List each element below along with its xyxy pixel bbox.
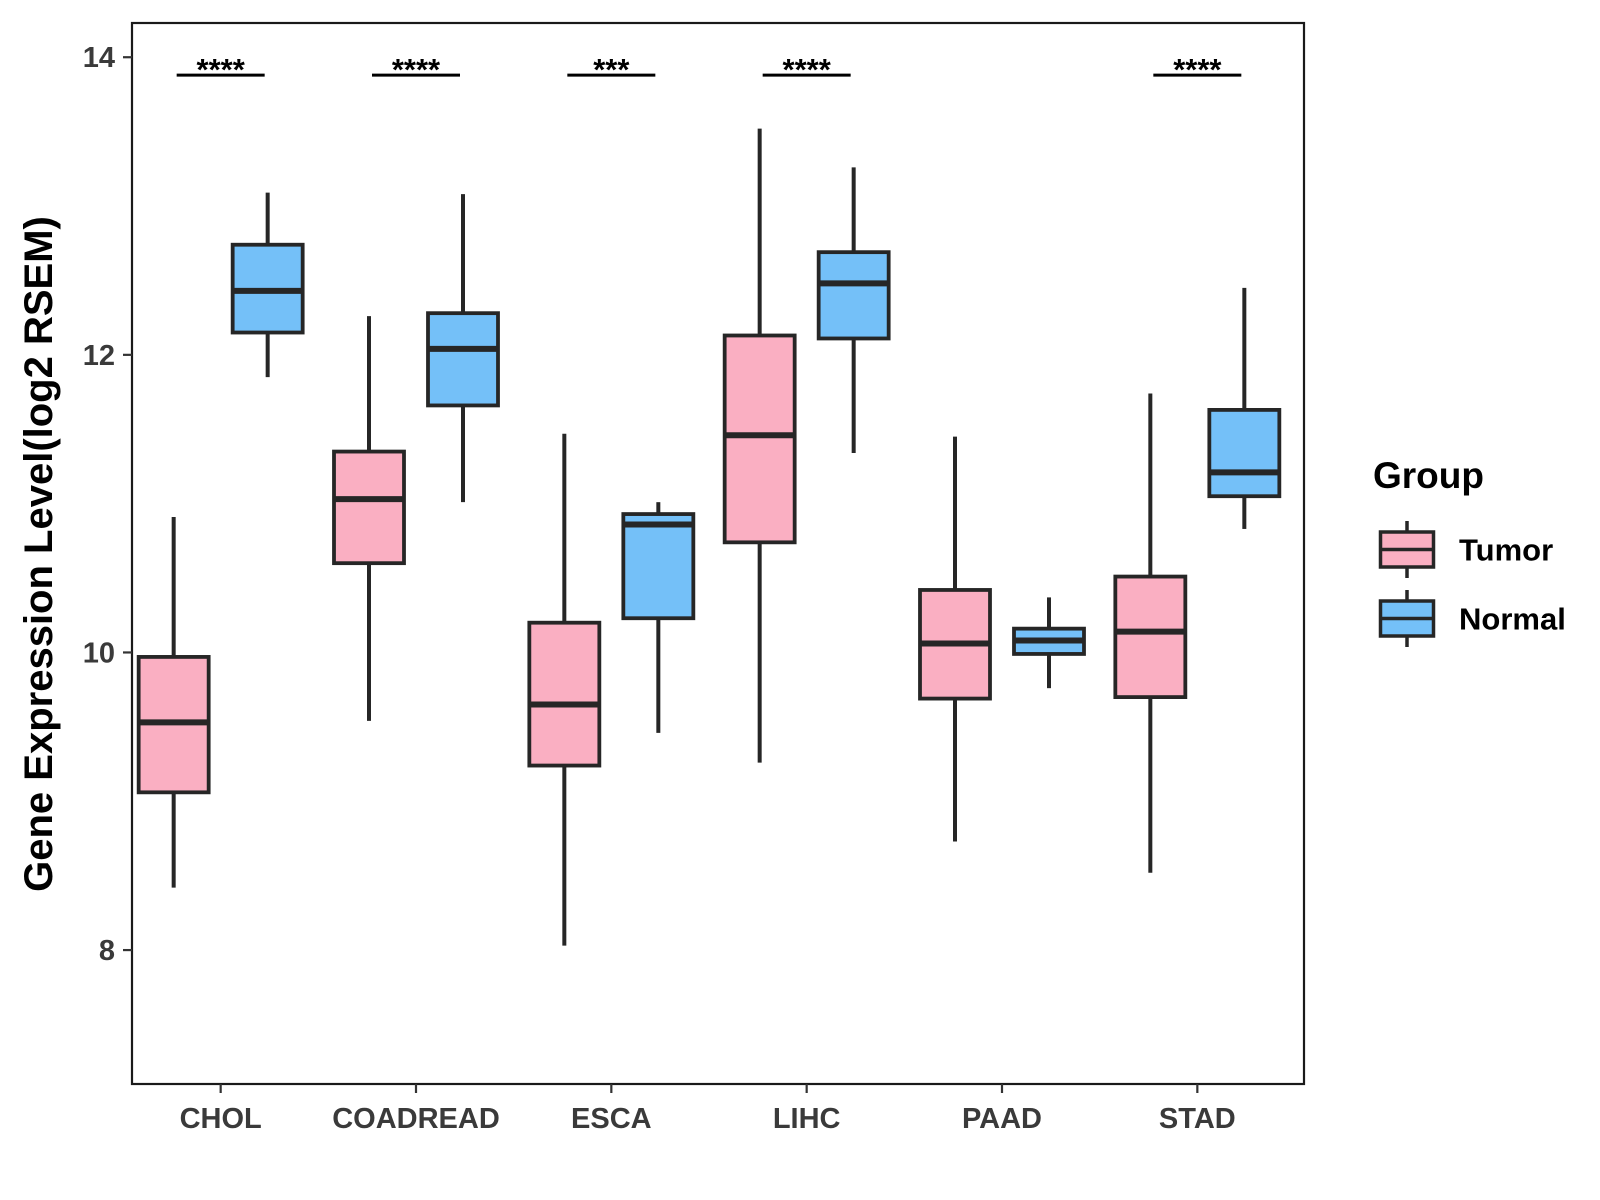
box-esca-normal	[621, 502, 696, 733]
legend-key-tumor	[1378, 521, 1436, 578]
box-chol-normal	[230, 192, 305, 378]
legend-label-normal: Normal	[1459, 602, 1566, 637]
box-lihc-normal	[816, 167, 891, 454]
box-iqr	[527, 620, 602, 768]
y-tick-label-10: 10	[83, 637, 115, 669]
x-tick-label-chol: CHOL	[180, 1103, 262, 1135]
y-tick-label-14: 14	[83, 42, 115, 74]
box-iqr	[1207, 408, 1282, 499]
sig-label-chol: ****	[197, 52, 246, 87]
sig-label-lihc: ****	[783, 52, 832, 87]
box-stad-tumor	[1113, 393, 1188, 873]
box-chol-tumor	[136, 517, 211, 888]
plot-marks: **** **** *** **** ****	[136, 52, 1282, 946]
legend: Group Tumor Normal	[1373, 455, 1566, 647]
x-tick-label-esca: ESCA	[571, 1103, 652, 1135]
box-iqr	[1113, 574, 1188, 699]
x-tick-label-stad: STAD	[1159, 1103, 1236, 1135]
legend-title: Group	[1373, 455, 1484, 496]
y-axis-title: Gene Expression Level(log2 RSEM)	[17, 216, 61, 892]
box-iqr	[816, 250, 891, 341]
y-tick-label-12: 12	[83, 340, 115, 372]
box-coadread-tumor	[332, 316, 406, 721]
axes: 8 10 12 14 CHOL COADREAD ESCA LIHC PAAD STAD	[83, 42, 1236, 1135]
legend-label-tumor: Tumor	[1459, 533, 1553, 568]
box-iqr	[332, 449, 406, 566]
plot-panel-border	[130, 21, 1306, 1086]
x-tick-label-paad: PAAD	[962, 1103, 1042, 1135]
box-iqr	[426, 311, 500, 408]
box-iqr	[621, 512, 696, 621]
box-iqr	[722, 333, 797, 545]
box-paad-tumor	[918, 436, 992, 842]
legend-key-normal	[1378, 590, 1436, 647]
x-tick-label-lihc: LIHC	[773, 1103, 841, 1135]
box-stad-normal	[1207, 287, 1282, 529]
x-tick-label-coadread: COADREAD	[332, 1103, 500, 1135]
sig-label-esca: ***	[593, 52, 630, 87]
sig-label-stad: ****	[1173, 52, 1222, 87]
sig-label-coadread: ****	[392, 52, 441, 87]
box-lihc-tumor	[722, 128, 797, 763]
box-coadread-normal	[426, 194, 500, 503]
box-paad-normal	[1012, 597, 1086, 689]
y-tick-label-8: 8	[99, 935, 115, 967]
box-esca-tumor	[527, 433, 602, 946]
